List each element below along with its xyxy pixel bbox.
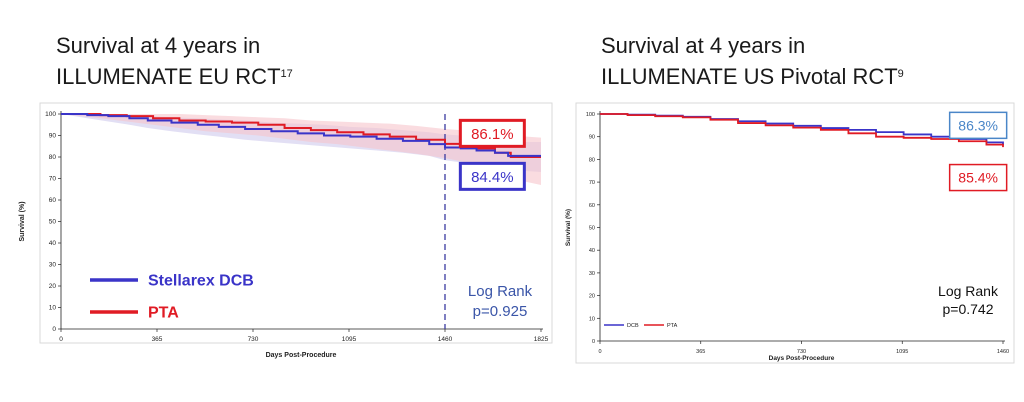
callout-box bbox=[458, 161, 526, 191]
dcb-confidence-band bbox=[61, 114, 541, 173]
left-title-line2-text: ILLUMENATE EU RCT bbox=[56, 64, 281, 89]
y-tick-label: 50 bbox=[49, 219, 57, 226]
callout-box bbox=[948, 163, 1008, 192]
y-tick-label: 100 bbox=[45, 111, 56, 118]
y-tick-label: 10 bbox=[49, 305, 57, 312]
y-tick-label: 40 bbox=[589, 248, 595, 254]
y-tick-label: 0 bbox=[52, 326, 56, 333]
x-tick-label: 1095 bbox=[342, 336, 357, 343]
y-tick-label: 90 bbox=[49, 133, 57, 140]
x-tick-label: 1095 bbox=[896, 349, 908, 355]
y-tick-label: 60 bbox=[49, 197, 57, 204]
legend-label: Stellarex DCB bbox=[148, 273, 254, 290]
callout-box bbox=[948, 111, 1008, 140]
x-tick-label: 365 bbox=[152, 336, 163, 343]
callout-value: 85.4% bbox=[958, 170, 998, 186]
y-tick-label: 80 bbox=[49, 154, 57, 161]
dcb-survival-line bbox=[61, 113, 541, 157]
y-tick-label: 10 bbox=[589, 316, 595, 322]
left-chart-title: Survival at 4 years in ILLUMENATE EU RCT… bbox=[56, 30, 293, 92]
legend-label: PTA bbox=[667, 323, 678, 329]
callout-value: 86.3% bbox=[958, 117, 998, 133]
x-tick-label: 1460 bbox=[438, 336, 453, 343]
left-title-reference: 17 bbox=[280, 68, 293, 80]
y-axis-label: Survival (%) bbox=[565, 209, 572, 246]
y-tick-label: 0 bbox=[592, 339, 595, 345]
y-tick-label: 100 bbox=[586, 112, 595, 118]
right-title-line2: ILLUMENATE US Pivotal RCT9 bbox=[601, 61, 904, 92]
x-tick-label: 730 bbox=[248, 336, 259, 343]
y-tick-label: 50 bbox=[589, 226, 595, 232]
y-tick-label: 70 bbox=[49, 176, 57, 183]
eu-rct-chart: 0 10 20 30 40 50 60 70 80 90 100 0 365 730 1095 1460 182… bbox=[19, 102, 553, 359]
right-title-reference: 9 bbox=[897, 68, 904, 80]
right-chart-title: Survival at 4 years in ILLUMENATE US Piv… bbox=[601, 30, 904, 92]
left-title-line1: Survival at 4 years in bbox=[56, 33, 261, 58]
y-axis-label: Survival (%) bbox=[19, 201, 26, 241]
pta-confidence-band bbox=[61, 114, 541, 185]
y-tick-label: 80 bbox=[589, 157, 595, 163]
x-axis-label: Days Post-Procedure bbox=[266, 352, 337, 359]
plot-frame bbox=[575, 102, 1015, 364]
y-tick-label: 30 bbox=[589, 271, 595, 277]
stats-test-name: Log Rank bbox=[938, 283, 999, 299]
y-tick-label: 30 bbox=[49, 262, 57, 269]
stats-test-name: Log Rank bbox=[468, 283, 533, 300]
x-tick-label: 730 bbox=[797, 349, 806, 355]
y-tick-label: 40 bbox=[49, 240, 57, 247]
x-axis-label: Days Post-Procedure bbox=[769, 355, 835, 362]
stats-p-value: p=0.742 bbox=[943, 301, 994, 317]
callout-box bbox=[458, 118, 526, 148]
x-tick-label: 365 bbox=[696, 349, 705, 355]
x-tick-label: 1825 bbox=[534, 336, 549, 343]
y-tick-label: 90 bbox=[589, 135, 595, 141]
callout-value: 84.4% bbox=[471, 169, 514, 186]
x-tick-label: 1460 bbox=[997, 349, 1009, 355]
stats-p-value: p=0.925 bbox=[473, 303, 528, 320]
x-tick-label: 0 bbox=[59, 336, 63, 343]
y-tick-label: 20 bbox=[49, 283, 57, 290]
y-tick-label: 60 bbox=[589, 203, 595, 209]
us-pivotal-chart: 0 10 20 30 40 50 60 70 80 90 100 0 365 730 1095 1460 Day… bbox=[565, 102, 1015, 364]
x-tick-label: 0 bbox=[598, 349, 601, 355]
right-title-line1: Survival at 4 years in bbox=[601, 33, 806, 58]
y-tick-label: 70 bbox=[589, 180, 595, 186]
y-tick-label: 20 bbox=[589, 294, 595, 300]
right-title-line2-text: ILLUMENATE US Pivotal RCT bbox=[601, 64, 898, 89]
callout-value: 86.1% bbox=[471, 126, 514, 143]
legend-label: PTA bbox=[148, 305, 179, 322]
left-title-line2: ILLUMENATE EU RCT17 bbox=[56, 61, 293, 92]
legend-label: DCB bbox=[627, 323, 639, 329]
